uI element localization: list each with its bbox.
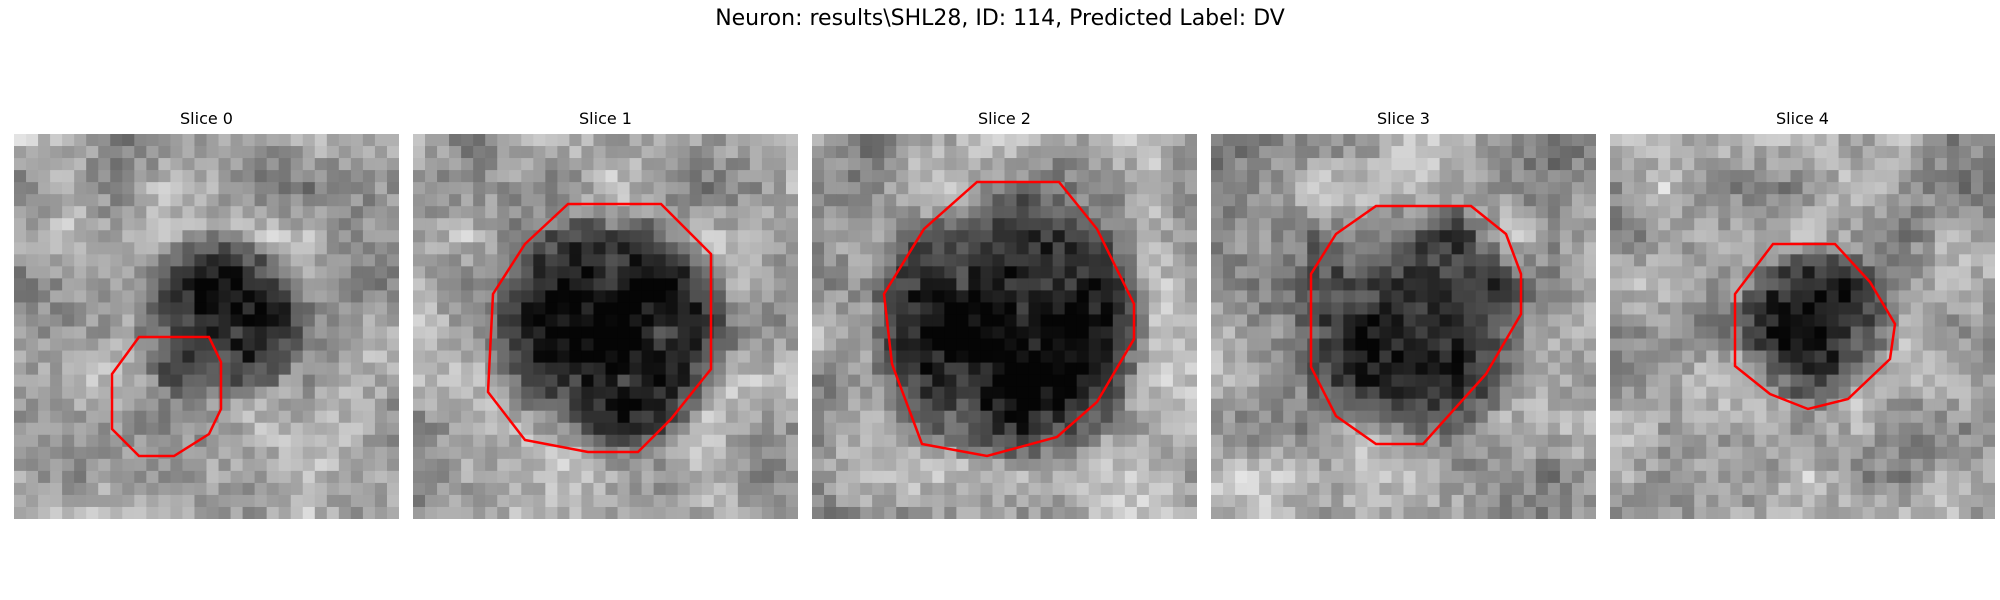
slice-panel-0: Slice 0 [14, 108, 399, 519]
figure-title: Neuron: results\SHL28, ID: 114, Predicte… [715, 6, 1285, 31]
slice-image-4 [1610, 134, 1995, 519]
slice-image-0 [14, 134, 399, 519]
slice-title: Slice 4 [1776, 109, 1829, 128]
roi-contour [486, 202, 713, 454]
slice-panel-2: Slice 2 [812, 108, 1197, 519]
roi-contour [110, 335, 223, 458]
roi-contour [1733, 242, 1897, 411]
slice-image-2 [812, 134, 1197, 519]
slice-title: Slice 1 [579, 109, 632, 128]
slice-image-3 [1211, 134, 1596, 519]
slice-panel-4: Slice 4 [1610, 108, 1995, 519]
slice-panel-1: Slice 1 [413, 108, 798, 519]
slice-panel-3: Slice 3 [1211, 108, 1596, 519]
slice-title: Slice 0 [180, 109, 233, 128]
roi-contour [1309, 204, 1523, 446]
slice-title: Slice 2 [978, 109, 1031, 128]
slice-image-1 [413, 134, 798, 519]
roi-contour [882, 180, 1136, 458]
slice-title: Slice 3 [1377, 109, 1430, 128]
